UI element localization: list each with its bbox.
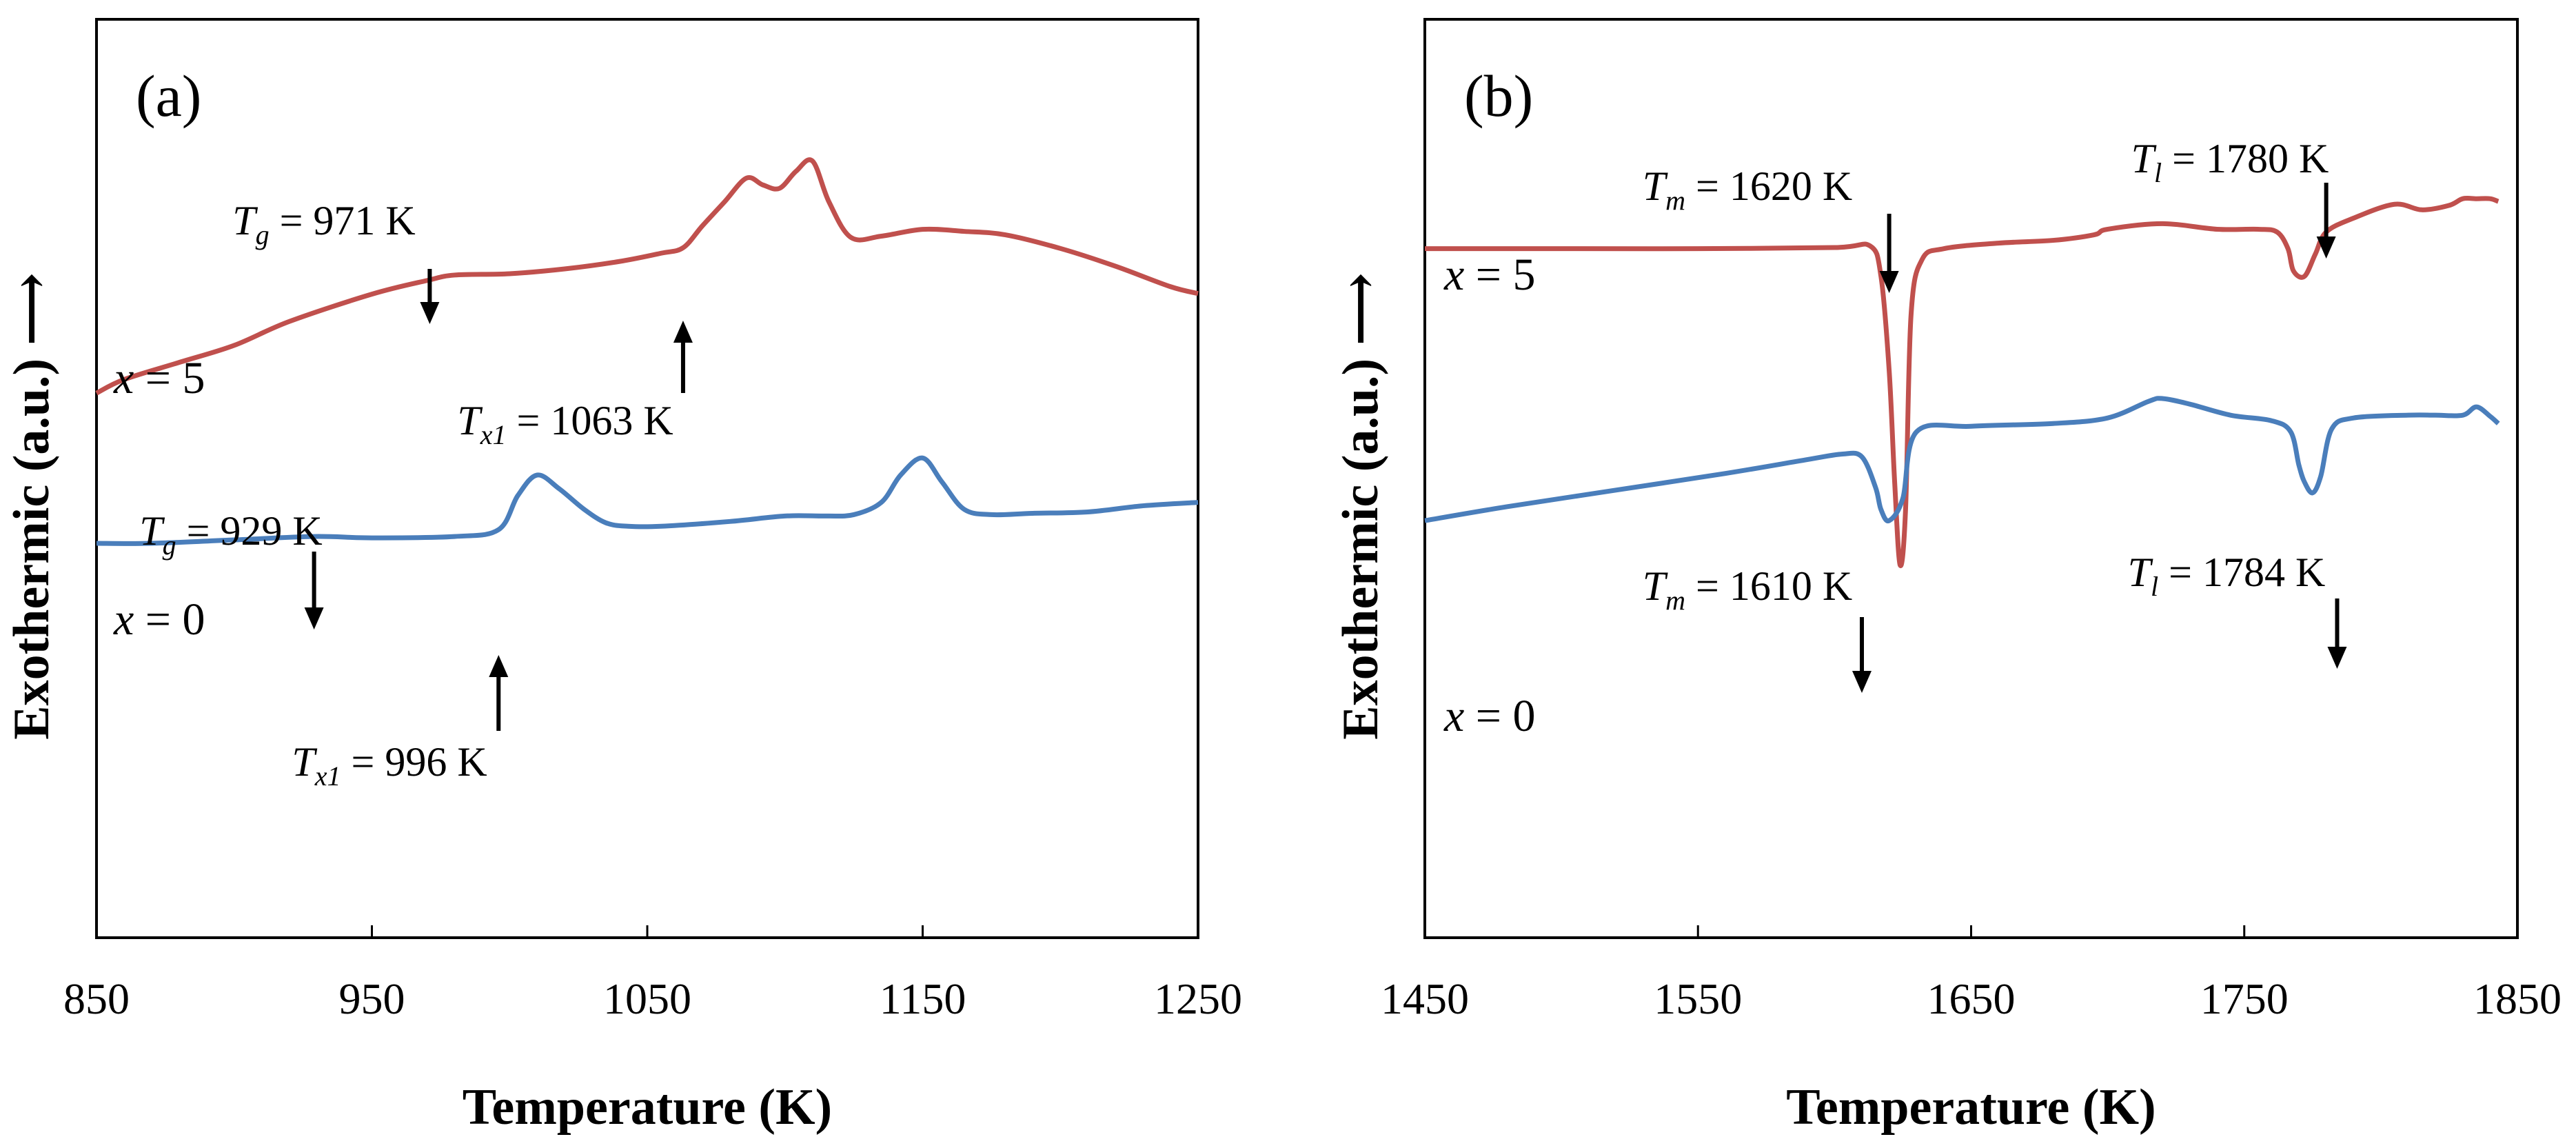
series-label: x = 5 [1443, 250, 1536, 300]
series-label: x = 0 [1443, 691, 1536, 741]
series-label: x = 5 [113, 353, 205, 403]
plot-frame [95, 18, 1199, 939]
y-axis-label: Exothermic (a.u.) ⟶ [1332, 272, 1389, 739]
x-tick-label: 1450 [1381, 974, 1469, 1023]
annotation-arrow-head [2316, 236, 2336, 259]
annotation-arrow-head [1852, 671, 1872, 693]
x-tick-label: 1650 [1927, 974, 2016, 1023]
annotation-arrow-head [2327, 647, 2347, 669]
x-axis-label: Temperature (K) [1786, 1079, 2156, 1136]
panel-label: (b) [1464, 63, 1533, 129]
plot-frame [1423, 18, 2519, 939]
x-axis-label: Temperature (K) [463, 1079, 832, 1136]
annotation-arrow-head [420, 302, 440, 324]
series-line-x0 [96, 455, 1199, 546]
x-tick-label: 1050 [603, 974, 691, 1023]
series-line-x5 [95, 157, 1199, 396]
annotation-label: Tx1 = 996 K [292, 739, 487, 792]
annotation-label: Tm = 1610 K [1643, 563, 1852, 616]
panel-a: 850 950 1050 1150 1250 Temperature (K) Exother… [3, 18, 1242, 1136]
annotation-arrow-head [673, 321, 693, 343]
x-tick-label: 1150 [880, 974, 966, 1023]
x-tick-label: 1550 [1654, 974, 1742, 1023]
annotation-label: Tx1 = 1063 K [457, 398, 673, 450]
x-tick-label: 1250 [1154, 974, 1242, 1023]
annotation-label: Tg = 929 K [139, 508, 323, 561]
series-line-x0 [1424, 396, 2500, 523]
annotation-label: Tl = 1780 K [2131, 136, 2329, 188]
series-line-x5 [1425, 195, 2499, 569]
annotation-label: Tm = 1620 K [1643, 163, 1852, 216]
x-tick-label: 1750 [2200, 974, 2289, 1023]
x-tick-label: 950 [339, 974, 405, 1023]
y-axis-label: Exothermic (a.u.) ⟶ [3, 272, 60, 739]
x-tick-label: 1850 [2473, 974, 2562, 1023]
series-label: x = 0 [113, 594, 205, 645]
panel-b: 1450 1550 1650 1750 1850 Temperature (K) Exoth… [1332, 18, 2562, 1136]
annotation-arrow-head [1879, 271, 1899, 293]
x-tick-label: 850 [63, 974, 130, 1023]
annotation-arrow-head [489, 655, 509, 677]
annotation-label: Tg = 971 K [232, 198, 416, 250]
annotation-arrow-head [304, 607, 324, 630]
annotation-label: Tl = 1784 K [2128, 550, 2326, 602]
panel-label: (a) [136, 63, 201, 129]
